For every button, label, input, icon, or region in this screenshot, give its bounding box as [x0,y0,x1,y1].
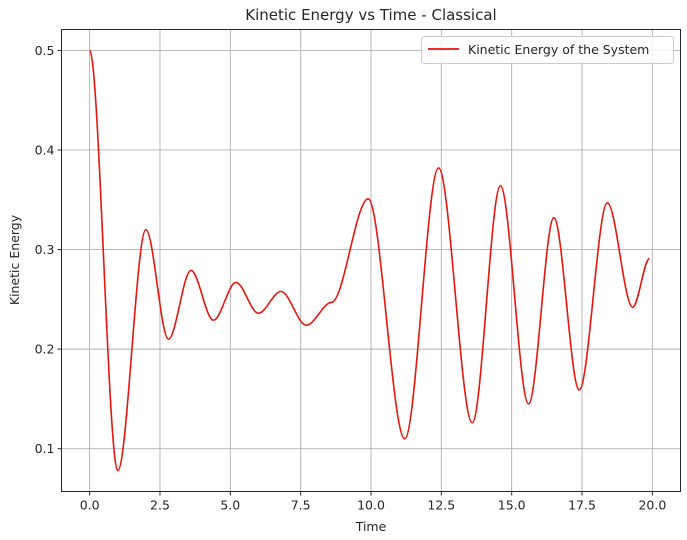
x-tick-label: 7.5 [291,498,311,513]
y-axis-label: Kinetic Energy [7,214,22,305]
y-tick-label: 0.1 [35,441,55,456]
y-axis: 0.1 0.2 0.3 0.4 0.5 [35,43,62,456]
x-axis-label: Time [355,519,387,534]
x-tick-label: 12.5 [427,498,455,513]
x-tick-label: 10.0 [357,498,385,513]
x-tick-label: 5.0 [220,498,240,513]
legend: Kinetic Energy of the System [421,36,674,64]
legend-box [421,36,674,64]
x-axis: 0.0 2.5 5.0 7.5 10.0 12.5 15.0 17.5 20.0 [80,491,666,513]
y-tick-label: 0.3 [35,242,55,257]
x-tick-label: 0.0 [80,498,100,513]
series-layer [88,49,651,472]
y-tick-label: 0.4 [35,142,55,157]
x-tick-label: 2.5 [150,498,170,513]
x-tick-label: 20.0 [638,498,666,513]
y-tick-label: 0.5 [35,43,55,58]
legend-label: Kinetic Energy of the System [468,42,649,57]
chart-title: Kinetic Energy vs Time - Classical [245,6,496,24]
y-tick-label: 0.2 [35,342,55,357]
series-line [88,49,651,472]
x-tick-label: 15.0 [498,498,526,513]
x-tick-label: 17.5 [568,498,596,513]
